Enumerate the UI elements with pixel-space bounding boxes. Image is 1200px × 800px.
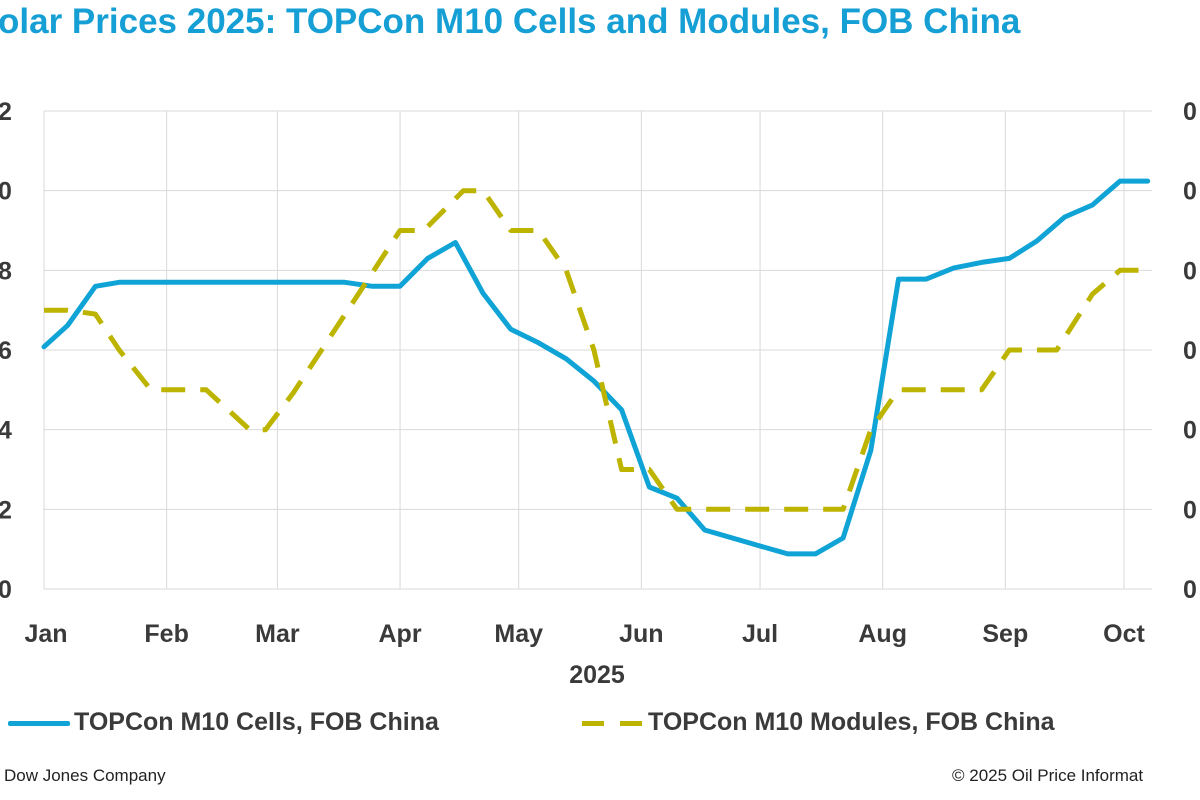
legend-swatch-dashed-line-icon — [582, 720, 644, 726]
legend-item-cells: TOPCon M10 Cells, FOB China — [8, 708, 439, 737]
left-y-tick-label: 2 — [0, 496, 12, 524]
legend-swatch-solid-line-icon — [8, 720, 70, 726]
x-tick-label: Apr — [379, 620, 422, 648]
legend-label: TOPCon M10 Modules, FOB China — [648, 708, 1055, 736]
footer-source: Dow Jones Company — [4, 766, 166, 785]
x-tick-label: Jan — [24, 620, 67, 648]
left-y-tick-label: 2 — [0, 98, 12, 126]
footer-copyright: © 2025 Oil Price Informat — [952, 766, 1144, 785]
right-y-tick-label: 0 — [1183, 98, 1197, 126]
x-tick-label: Aug — [858, 620, 907, 648]
left-y-tick-label: 0 — [0, 576, 12, 604]
right-y-tick-label: 0 — [1183, 576, 1197, 604]
left-y-tick-label: 8 — [0, 257, 12, 285]
x-axis-title: 2025 — [569, 661, 625, 689]
left-y-tick-label: 6 — [0, 337, 12, 365]
modules-series-line — [44, 188, 1148, 512]
right-y-tick-label: 0 — [1183, 257, 1197, 285]
chart-title: olar Prices 2025: TOPCon M10 Cells and M… — [0, 2, 1021, 41]
cells-series-line — [41, 178, 1151, 557]
left-y-tick-label: 0 — [0, 178, 12, 206]
left-y-tick-label: 4 — [0, 417, 12, 445]
right-y-tick-label: 0 — [1183, 178, 1197, 206]
right-y-tick-label: 0 — [1183, 496, 1197, 524]
x-tick-label: Sep — [982, 620, 1028, 648]
legend-label: TOPCon M10 Cells, FOB China — [74, 708, 439, 736]
right-y-tick-label: 0 — [1183, 417, 1197, 445]
x-tick-label: Jul — [742, 620, 778, 648]
right-y-tick-label: 0 — [1183, 337, 1197, 365]
x-tick-label: Jun — [619, 620, 663, 648]
series-lines — [41, 178, 1151, 557]
gridlines — [43, 110, 1152, 590]
x-tick-label: Feb — [144, 620, 188, 648]
tick-labels: 2 0 0 0 8 0 6 0 4 0 2 0 0 0 Jan Feb Mar Apr May Jun Jul Aug Se… — [0, 98, 1197, 689]
x-tick-label: Mar — [255, 620, 300, 648]
legend-item-modules: TOPCon M10 Modules, FOB China — [582, 708, 1055, 737]
x-tick-label: Oct — [1103, 620, 1145, 648]
x-tick-label: May — [494, 620, 543, 648]
